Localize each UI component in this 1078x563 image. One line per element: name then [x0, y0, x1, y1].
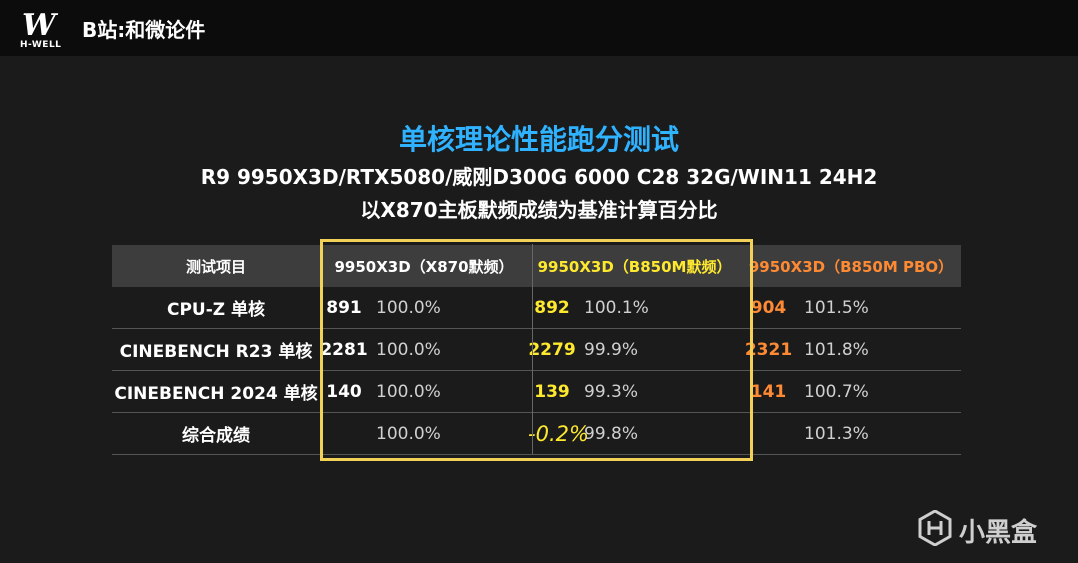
hwell-logo-mark-icon: W	[22, 8, 56, 43]
x870-pct: 100.0%	[368, 328, 529, 371]
b850-pct: 100.1%	[576, 287, 742, 329]
pbo-score: 904	[741, 287, 797, 329]
header-b850m-default: 9950X3D（B850M默频）	[528, 245, 742, 287]
x870-pct: 100.0%	[368, 287, 529, 329]
channel-label: B站:和微论件	[82, 18, 206, 42]
pbo-pct: 101.8%	[796, 328, 962, 371]
table-row: CINEBENCH 2024 单核 140 100.0% 139 99.3% 1…	[112, 370, 962, 413]
table-header-row: 测试项目 9950X3D（X870默频） 9950X3D（B850M默频） 99…	[112, 245, 962, 287]
row-name: CPU-Z 单核	[112, 287, 320, 329]
b850-score: 892	[528, 287, 577, 329]
hwell-logo: W H-WELL	[18, 6, 78, 52]
table-row: 综合成绩 100.0% -0.2% 99.8% 101.3%	[112, 412, 962, 455]
x870-pct: 100.0%	[368, 370, 529, 413]
x870-pct: 100.0%	[368, 412, 529, 455]
table-row: CPU-Z 单核 891 100.0% 892 100.1% 904 101.5…	[112, 287, 962, 329]
b850-score: 2279	[528, 328, 577, 371]
x870-score: 2281	[320, 328, 368, 371]
b850-pct: 99.8%	[576, 412, 742, 455]
header-x870-default: 9950X3D（X870默频）	[320, 245, 529, 287]
config-subtitle: R9 9950X3D/RTX5080/威刚D300G 6000 C28 32G/…	[200, 165, 878, 189]
pbo-pct: 101.3%	[796, 412, 962, 455]
watermark-text: 小黑盒	[959, 518, 1038, 548]
header-test-item: 测试项目	[112, 245, 320, 287]
row-name: CINEBENCH 2024 单核	[112, 370, 320, 413]
baseline-note: 以X870主板默频成绩为基准计算百分比	[360, 198, 718, 222]
row-name: CINEBENCH R23 单核	[112, 328, 320, 371]
pbo-score: 2321	[741, 328, 797, 371]
column-divider	[532, 244, 533, 454]
table-row: CINEBENCH R23 单核 2281 100.0% 2279 99.9% …	[112, 328, 962, 371]
row-name: 综合成绩	[112, 412, 320, 455]
header-b850m-pbo: 9950X3D（B850M PBO）	[741, 245, 962, 287]
pbo-pct: 100.7%	[796, 370, 962, 413]
top-bar: W H-WELL B站:和微论件	[0, 0, 1078, 56]
pbo-pct: 101.5%	[796, 287, 962, 329]
b850-pct: 99.9%	[576, 328, 742, 371]
pbo-score	[741, 412, 797, 455]
x870-score	[320, 412, 368, 455]
b850-delta: -0.2%	[528, 412, 589, 455]
benchmark-table: 测试项目 9950X3D（X870默频） 9950X3D（B850M默频） 99…	[112, 245, 962, 455]
b850-pct: 99.3%	[576, 370, 742, 413]
xiaoheihe-logo-icon	[918, 510, 952, 546]
b850-score: 139	[528, 370, 577, 413]
xiaoheihe-watermark: 小黑盒	[917, 508, 1057, 548]
x870-score: 891	[320, 287, 368, 329]
main-title: 单核理论性能跑分测试	[398, 123, 679, 156]
logo-text: H-WELL	[20, 40, 62, 50]
pbo-score: 141	[741, 370, 797, 413]
x870-score: 140	[320, 370, 368, 413]
